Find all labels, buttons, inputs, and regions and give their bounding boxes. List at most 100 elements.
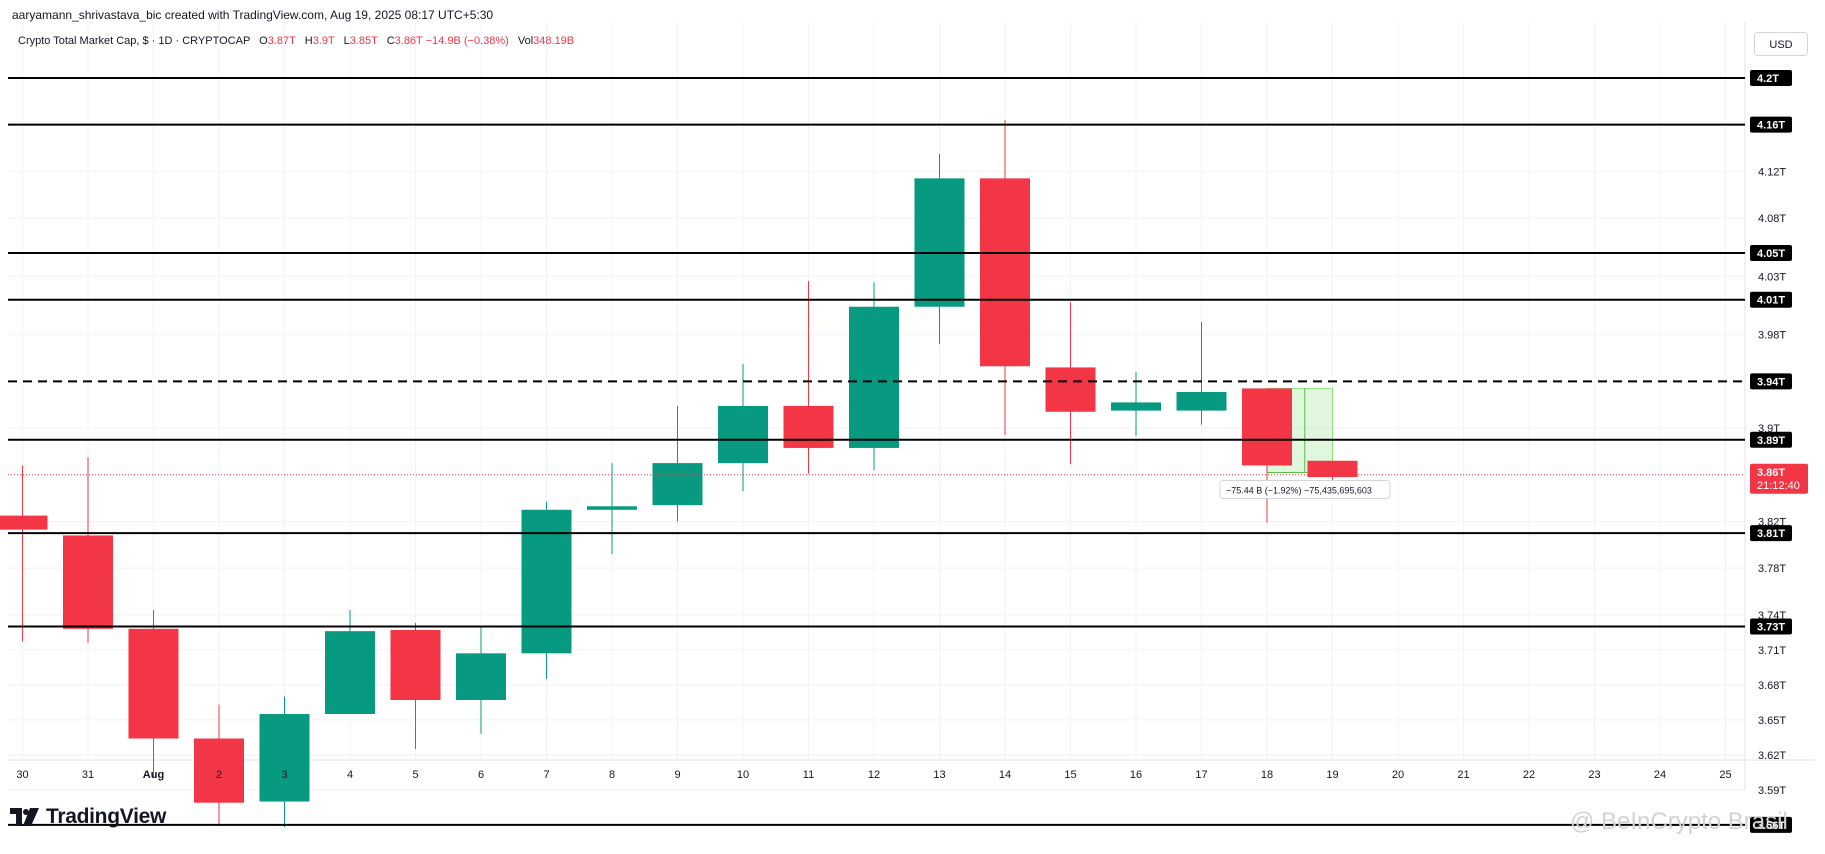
volume-label: Vol [517, 35, 534, 47]
high-label: H [304, 35, 313, 47]
level-price-tag [1750, 618, 1792, 635]
current-price-tag [1750, 463, 1808, 494]
level-price-tag [1750, 816, 1792, 833]
level-price-tag [1750, 431, 1792, 448]
x-tick-label: 5 [412, 769, 418, 781]
x-tick-label: 30 [16, 769, 28, 781]
candle-body [980, 178, 1030, 367]
level-price-tag-label: 3.81T [1757, 528, 1785, 540]
x-tick-label: 11 [803, 769, 814, 781]
candle-body [652, 463, 703, 506]
currency-button[interactable]: USD [1754, 32, 1808, 56]
level-price-tag [1750, 291, 1792, 308]
x-tick-label: 4 [347, 769, 353, 781]
candle-body [259, 714, 310, 802]
symbol-legend: Crypto Total Market Cap, $ · 1D · CRYPTO… [18, 35, 574, 47]
y-tick-label: 4.03T [1758, 271, 1786, 283]
x-tick-label: 25 [1719, 769, 1731, 781]
tradingview-logo[interactable]: TradingView [10, 805, 166, 829]
candle-body [194, 738, 244, 803]
candle-body [1307, 460, 1358, 478]
candle-body [325, 631, 375, 715]
candle-body [587, 506, 637, 510]
candle-body [1045, 367, 1096, 412]
candle-body [1111, 402, 1161, 411]
watermark-text: @ BeInCrypto Brasil [1570, 808, 1788, 835]
candle-body [1242, 388, 1292, 466]
level-price-tag-label: 4.01T [1757, 295, 1785, 307]
y-tick-label: 4.12T [1758, 166, 1786, 178]
x-tick-label: 21 [1457, 769, 1469, 781]
x-tick-label: 12 [868, 769, 880, 781]
low-value: 3.85T [349, 35, 378, 47]
y-tick-label: 3.62T [1758, 750, 1786, 762]
x-tick-label: 8 [609, 769, 615, 781]
tradingview-logo-text: TradingView [46, 805, 167, 828]
x-tick-label: 2 [216, 769, 222, 781]
x-tick-label: 22 [1523, 769, 1535, 781]
candle-body [390, 629, 441, 701]
high-value: 3.9T [312, 35, 335, 47]
level-price-tag-label: 3.73T [1757, 621, 1785, 633]
y-tick-label: 4.08T [1758, 213, 1786, 225]
candle-body [849, 306, 899, 448]
level-price-tag-label: 4.16T [1757, 120, 1785, 132]
candle-body [1176, 391, 1227, 411]
volume-value: 348.19B [533, 35, 575, 47]
x-tick-label: 23 [1588, 769, 1600, 781]
open-label: O [259, 35, 268, 47]
x-tick-label: 19 [1326, 769, 1338, 781]
level-price-tag-label: 3.56T [1757, 820, 1785, 832]
symbol-name[interactable]: Crypto Total Market Cap, $ · 1D · CRYPTO… [18, 35, 251, 47]
y-tick-label: 3.98T [1758, 330, 1786, 342]
level-price-tag [1750, 116, 1792, 133]
candle-body [0, 515, 48, 530]
candle-body [914, 178, 965, 307]
x-tick-label: Aug [143, 769, 164, 781]
x-tick-label: 6 [478, 769, 484, 781]
open-value: 3.87T [267, 35, 296, 47]
candle-body [718, 405, 768, 464]
watermark: @ BeInCrypto Brasil [1570, 808, 1788, 836]
level-price-tag [1750, 70, 1792, 86]
x-tick-label: 15 [1064, 769, 1076, 781]
current-price-label: 3.86T [1757, 467, 1785, 479]
x-tick-label: 13 [933, 769, 945, 781]
chart-credit: aaryamann_shrivastava_bic created with T… [12, 8, 494, 22]
close-value: 3.86T −14.9B (−0.38%) [394, 35, 509, 47]
level-price-tag [1750, 525, 1792, 542]
level-price-tag-label: 4.05T [1757, 248, 1785, 260]
y-tick-label: 3.65T [1758, 715, 1786, 727]
candle-body [521, 509, 572, 654]
candle-body [63, 535, 113, 629]
candle-body [783, 405, 834, 448]
y-tick-label: 3.78T [1758, 563, 1786, 575]
x-tick-label: 20 [1392, 769, 1404, 781]
measure-label-box [1219, 479, 1391, 499]
close-label: C [386, 35, 395, 47]
level-price-tag-label: 3.94T [1757, 376, 1785, 388]
x-tick-label: 9 [674, 769, 680, 781]
measure-label: −75.44 B (−1.92%) −75,435,695,603 [1226, 485, 1372, 495]
x-tick-label: 16 [1130, 769, 1142, 781]
x-tick-label: 18 [1261, 769, 1273, 781]
candle-body [456, 653, 506, 701]
level-price-tag [1750, 245, 1792, 262]
x-tick-label: 24 [1654, 769, 1666, 781]
x-tick-label: 10 [737, 769, 749, 781]
x-tick-label: 14 [999, 769, 1011, 781]
y-tick-label: 3.68T [1758, 680, 1786, 692]
tradingview-logo-icon [10, 808, 39, 826]
level-price-tag-label: 4.2T [1757, 73, 1779, 85]
candle-body [128, 628, 179, 739]
y-tick-label: 3.59T [1758, 785, 1786, 797]
y-tick-label: 3.71T [1758, 645, 1786, 657]
x-tick-label: 31 [82, 769, 94, 781]
x-tick-label: 7 [543, 769, 549, 781]
level-price-tag-label: 3.89T [1757, 435, 1785, 447]
x-tick-label: 3 [281, 769, 287, 781]
x-tick-label: 17 [1195, 769, 1207, 781]
countdown-label: 21:12:40 [1757, 480, 1800, 492]
